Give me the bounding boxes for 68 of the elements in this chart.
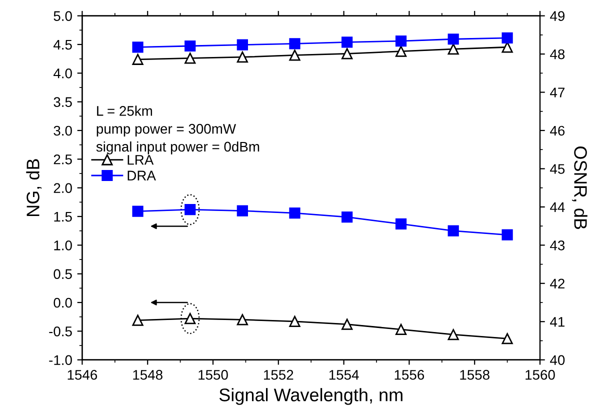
x-tick-label: 1550 (198, 370, 228, 380)
y2-tick-label: 44 (550, 202, 565, 212)
point (289, 50, 300, 61)
y2-tick-label: 43 (550, 240, 565, 250)
point (448, 225, 459, 236)
legend-label: LRA (128, 155, 154, 165)
x-tick-label: 1556 (394, 370, 424, 380)
x-tick-label: 1560 (526, 370, 555, 380)
point (236, 39, 248, 50)
y2-tick-label: 49 (550, 11, 565, 21)
point (236, 52, 248, 63)
point (448, 34, 459, 45)
point (502, 229, 513, 240)
y-tick-label: -0.5 (49, 326, 72, 336)
y2-tick-label: 42 (550, 278, 564, 288)
point (184, 40, 196, 52)
y-tick-label: 4.5 (53, 40, 72, 50)
point (236, 314, 248, 326)
legend-label: DRA (128, 170, 156, 180)
x-tick-label: 1552 (264, 370, 294, 380)
point (448, 329, 459, 340)
y2-tick-label: 47 (550, 88, 564, 98)
y-tick-label: 5.0 (54, 11, 72, 21)
y-tick-label: 4.0 (53, 68, 72, 78)
y-tick-label: 2.5 (54, 154, 72, 164)
point (395, 46, 407, 57)
y-tick-label: 1.0 (54, 240, 72, 250)
point (236, 205, 248, 216)
x-tick-label: 1548 (133, 370, 162, 380)
annotation: signal input power = 0dBm (96, 141, 260, 154)
annotation: pump power = 300mW (96, 124, 236, 136)
point (395, 324, 407, 336)
annotation: L = 25km (97, 106, 152, 116)
y2-tick-label: 46 (550, 126, 565, 136)
y-tick-label: -1.0 (49, 355, 72, 366)
point (132, 206, 144, 217)
y-tick-label: 3.5 (54, 97, 72, 107)
y2-tick-label: 40 (550, 355, 565, 366)
point (502, 32, 513, 44)
point (132, 314, 144, 326)
point (289, 316, 300, 327)
y-tick-label: 1.5 (54, 212, 72, 222)
y2-tick-label: 45 (550, 164, 565, 174)
y-tick-label: 3.0 (54, 126, 72, 136)
x-tick-label: 1546 (68, 370, 98, 380)
x-tick-label: 1554 (329, 370, 359, 380)
y-tick-label: 2.0 (54, 183, 72, 193)
point (132, 42, 144, 53)
y2-tick-label: 48 (550, 49, 565, 60)
y-tick-label: 0.5 (54, 269, 72, 279)
point (289, 38, 300, 50)
y2-axis-title: OSNR, dB (572, 146, 588, 230)
y-axis-title: NG, dB (26, 159, 42, 216)
point (342, 212, 353, 223)
point (448, 44, 459, 55)
point (502, 333, 513, 344)
point (289, 207, 300, 219)
point (342, 318, 353, 330)
y2-tick-label: 41 (550, 317, 564, 327)
x-axis-title: Signal Wavelength, nm (219, 388, 402, 405)
y-tick-label: 0.0 (54, 298, 72, 308)
point (342, 48, 353, 60)
point (342, 36, 353, 48)
point (395, 218, 407, 230)
point (132, 54, 144, 65)
x-tick-label: 1558 (460, 370, 490, 380)
point (395, 35, 407, 47)
point (184, 52, 196, 64)
